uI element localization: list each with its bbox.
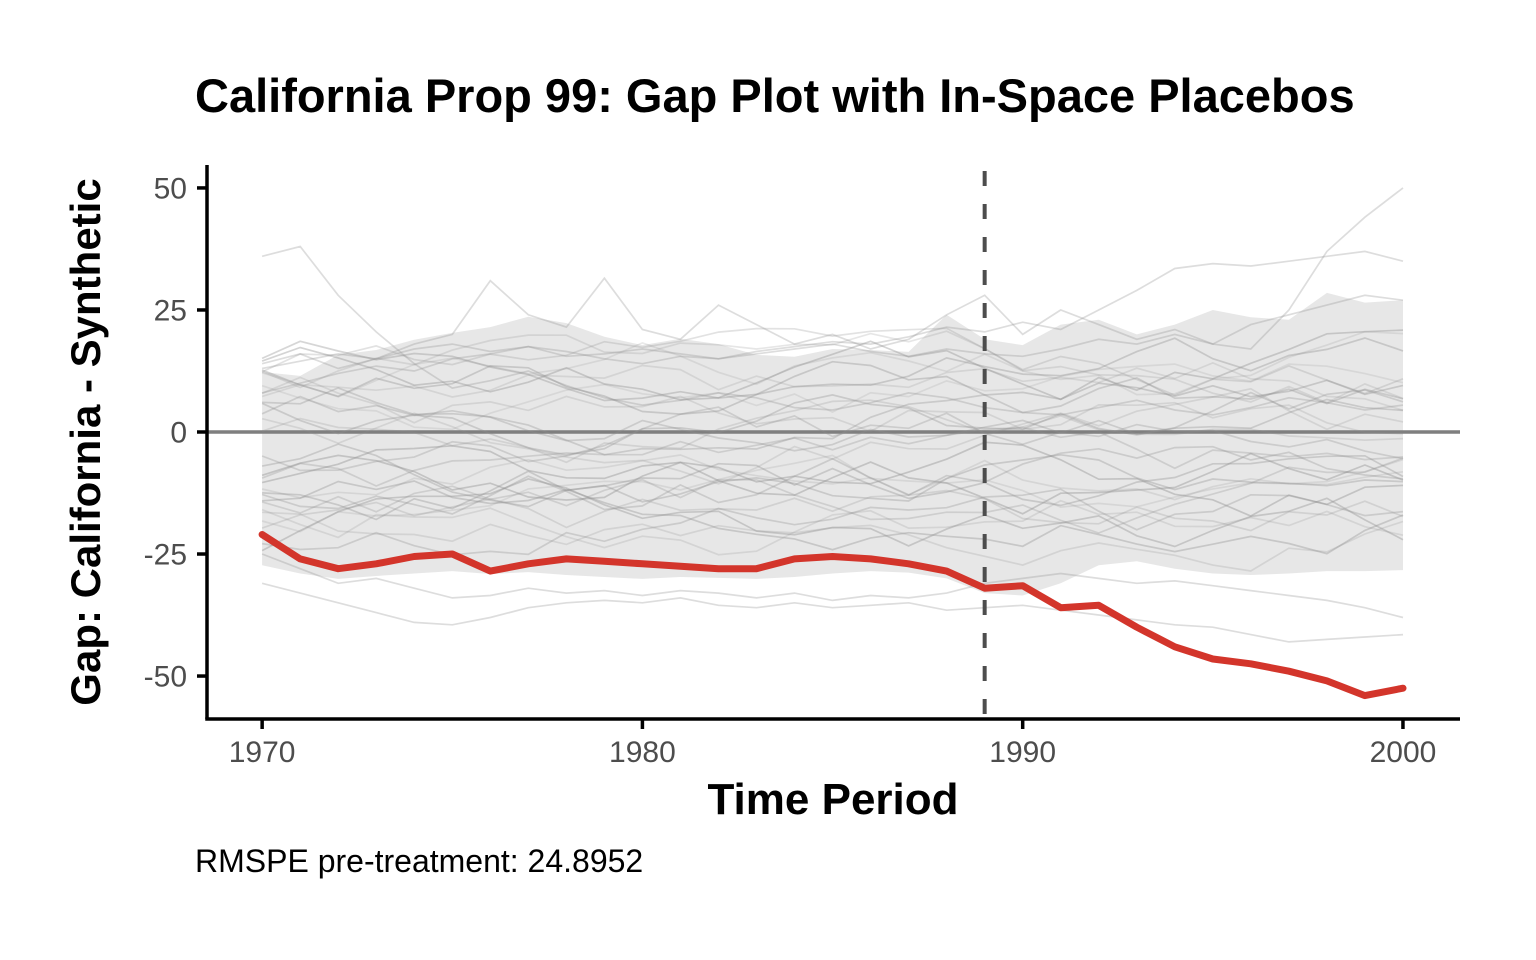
- y-axis-title: Gap: California - Synthetic: [62, 178, 109, 705]
- placebo-band-layer: [262, 292, 1404, 596]
- axes-layer: [197, 165, 1460, 729]
- placebo-line: [261, 441, 1404, 517]
- placebo-line: [261, 337, 1404, 402]
- placebo-line: [261, 361, 1404, 412]
- placebo-line: [261, 478, 1404, 552]
- x-tick-label: 1980: [609, 736, 676, 769]
- placebo-line: [261, 330, 1404, 404]
- placebo-line: [261, 327, 1404, 397]
- placebo-line: [261, 454, 1404, 501]
- y-tick-label: -50: [144, 661, 187, 694]
- y-tick-label: 25: [154, 294, 187, 327]
- placebo-line: [261, 394, 1404, 456]
- tick-labels-layer: 50 25 0 -25 -50 1970 1980 1990 2000: [144, 172, 1437, 769]
- placebo-line: [261, 329, 1404, 401]
- placebo-line: [261, 376, 1404, 435]
- placebo-line: [261, 363, 1404, 431]
- y-tick-label: 50: [154, 172, 187, 205]
- plot-panel: [207, 171, 1460, 719]
- placebo-line: [261, 443, 1404, 508]
- placebo-line: [261, 406, 1404, 472]
- placebo-line: [261, 454, 1404, 533]
- placebo-outlier-line: [261, 250, 1404, 394]
- y-tick-label: 0: [170, 416, 187, 449]
- placebo-line: [262, 511, 1404, 572]
- rmspe-caption: RMSPE pre-treatment: 24.8952: [195, 843, 643, 879]
- chart-title: California Prop 99: Gap Plot with In-Spa…: [195, 69, 1355, 122]
- placebo-line: [261, 387, 1404, 485]
- placebo-line: [261, 389, 1404, 452]
- placebo-line: [262, 376, 1404, 456]
- placebo-line: [261, 330, 1404, 398]
- x-axis-title: Time Period: [707, 775, 958, 824]
- x-tick-label: 1990: [989, 736, 1056, 769]
- placebo-outlier-line: [261, 553, 1404, 619]
- x-tick-label: 1970: [229, 736, 296, 769]
- x-tick-label: 2000: [1370, 736, 1437, 769]
- placebo-line: [262, 454, 1404, 521]
- placebo-line: [261, 399, 1404, 464]
- placebo-line: [261, 489, 1404, 532]
- placebo-line: [261, 426, 1404, 487]
- placebo-line: [261, 452, 1404, 515]
- placebo-range-band: [262, 292, 1404, 596]
- placebo-outlier-line: [261, 187, 1404, 370]
- placebo-outlier-line: [261, 245, 1404, 416]
- placebo-line: [261, 445, 1404, 515]
- placebo-line: [261, 499, 1404, 556]
- california-line-layer: [258, 531, 1407, 700]
- placebo-line: [261, 360, 1404, 415]
- placebo-outlier-line: [261, 582, 1404, 643]
- placebo-line: [261, 457, 1404, 534]
- california-gap-line: [258, 531, 1407, 700]
- y-tick-label: -25: [144, 539, 187, 572]
- placebo-line: [262, 480, 1404, 555]
- placebo-outlier-line: [261, 276, 1404, 370]
